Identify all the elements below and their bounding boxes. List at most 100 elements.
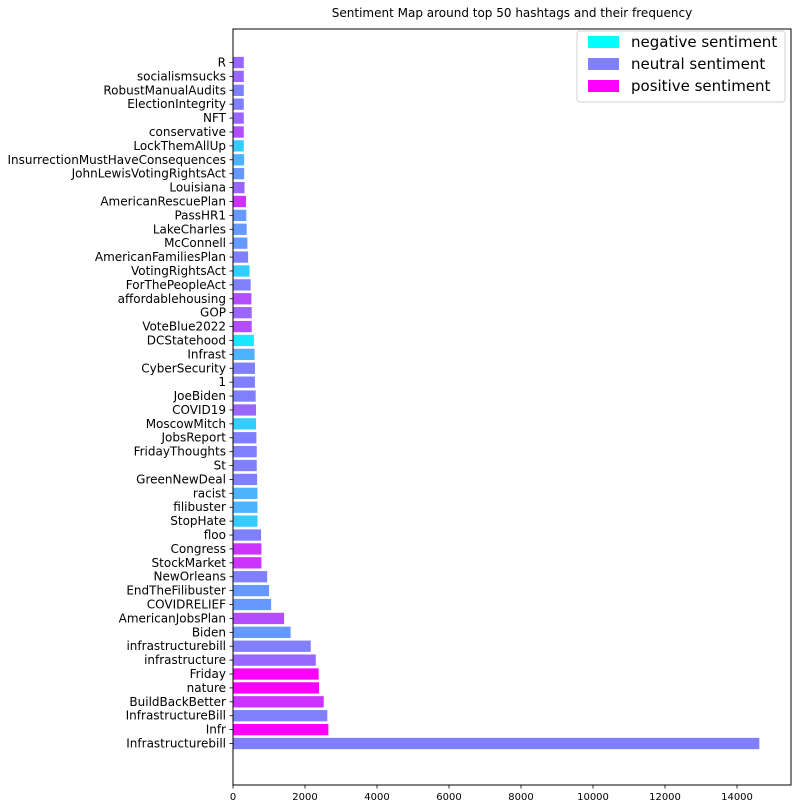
y-tick-label-6: infrastructure [144, 653, 226, 667]
y-tick-label-49: R [218, 56, 226, 70]
legend-swatch-1 [588, 58, 619, 70]
y-tick-label-15: floo [204, 528, 226, 542]
bar-23 [233, 418, 257, 430]
bar-14 [233, 543, 262, 555]
legend-box [576, 30, 786, 103]
y-tick-label-17: filibuster [173, 500, 226, 514]
bar-43 [233, 140, 244, 152]
bar-5 [233, 668, 319, 680]
bar-44 [233, 126, 244, 138]
bar-21 [233, 445, 257, 458]
x-tick-label-7: 14000 [721, 792, 753, 803]
y-tick-label-33: ForThePeopleAct [126, 278, 227, 292]
bar-8 [233, 626, 291, 638]
y-tick-label-28: Infrast [187, 347, 226, 361]
x-tick-label-0: 0 [230, 792, 236, 803]
y-tick-label-13: StockMarket [152, 556, 227, 570]
y-tick-label-25: JoeBiden [173, 389, 226, 403]
legend-swatch-2 [588, 80, 619, 92]
y-tick-label-16: StopHate [170, 514, 226, 528]
bar-26 [233, 376, 255, 388]
bar-37 [233, 223, 247, 235]
y-tick-label-47: RobustManualAudits [103, 83, 226, 97]
y-tick-label-34: VotingRightsAct [131, 264, 226, 278]
bar-28 [233, 348, 255, 361]
x-tick-label-5: 10000 [577, 792, 609, 803]
y-tick-label-23: MoscowMitch [146, 417, 226, 431]
legend-swatch-0 [588, 36, 619, 48]
x-tick-label-4: 8000 [508, 792, 533, 803]
bar-36 [233, 237, 248, 249]
bar-27 [233, 362, 255, 374]
bar-45 [233, 112, 244, 124]
y-tick-label-39: AmericanRescuePlan [100, 194, 226, 208]
y-tick-label-8: Biden [192, 625, 226, 639]
bar-40 [233, 181, 245, 194]
y-tick-label-24: COVID19 [172, 403, 226, 417]
bar-7 [233, 640, 311, 652]
y-tick-label-12: NewOrleans [154, 570, 226, 584]
bar-48 [233, 70, 244, 83]
bar-16 [233, 515, 258, 527]
bar-33 [233, 279, 251, 291]
x-tick-label-2: 4000 [364, 792, 389, 803]
y-tick-label-29: DCStatehood [147, 333, 226, 347]
bar-17 [233, 501, 258, 513]
bar-41 [233, 168, 245, 180]
bar-46 [233, 98, 244, 110]
chart-title: Sentiment Map around top 50 hashtags and… [332, 6, 692, 20]
y-tick-label-37: LakeCharles [153, 222, 226, 236]
y-tick-label-4: nature [187, 681, 226, 695]
bar-15 [233, 529, 262, 541]
bar-13 [233, 557, 262, 569]
bar-34 [233, 265, 250, 277]
bar-12 [233, 571, 268, 583]
bar-31 [233, 307, 252, 319]
y-tick-label-26: 1 [218, 375, 226, 389]
bar-25 [233, 390, 256, 402]
legend-label-2: positive sentiment [631, 77, 771, 95]
y-tick-label-41: JohnLewisVotingRightsAct [71, 167, 227, 181]
y-tick-labels: InfrastructurebillInfrInfrastructureBill… [7, 56, 233, 751]
y-tick-label-43: LockThemAllUp [133, 139, 226, 153]
y-tick-label-9: AmericanJobsPlan [119, 611, 226, 625]
bar-3 [233, 696, 324, 708]
bar-30 [233, 320, 252, 333]
y-tick-label-2: InfrastructureBill [126, 709, 226, 723]
x-ticks: 0 2000 4000 6000 8000 10000 12000 14000 [230, 785, 753, 803]
bar-6 [233, 654, 316, 666]
y-tick-label-14: Congress [171, 542, 227, 556]
y-tick-label-35: AmericanFamiliesPlan [95, 250, 226, 264]
bar-9 [233, 612, 285, 625]
bar-42 [233, 154, 245, 166]
bar-10 [233, 598, 272, 611]
y-tick-label-44: conservative [149, 125, 226, 139]
bar-38 [233, 209, 247, 222]
y-tick-label-5: Friday [190, 667, 226, 681]
bar-20 [233, 459, 257, 472]
y-tick-label-21: FridayThoughts [134, 445, 226, 459]
y-tick-label-45: NFT [203, 111, 227, 125]
y-tick-label-19: GreenNewDeal [136, 472, 226, 486]
y-tick-label-0: Infrastructurebill [126, 737, 226, 751]
bar-19 [233, 473, 258, 486]
y-tick-label-7: infrastructurebill [126, 639, 226, 653]
y-tick-label-32: affordablehousing [118, 292, 226, 306]
y-tick-label-22: JobsReport [160, 431, 226, 445]
legend-label-1: neutral sentiment [631, 55, 765, 73]
bar-39 [233, 195, 246, 208]
y-tick-label-27: CyberSecurity [141, 361, 226, 375]
y-tick-label-11: EndTheFilibuster [126, 584, 226, 598]
x-tick-label-1: 2000 [292, 792, 317, 803]
bar-2 [233, 710, 328, 722]
bar-11 [233, 584, 269, 597]
bar-49 [233, 56, 244, 69]
y-tick-label-42: InsurrectionMustHaveConsequences [7, 153, 226, 167]
x-tick-label-6: 12000 [649, 792, 681, 803]
plot-frame [232, 28, 792, 786]
bar-0 [233, 737, 760, 750]
y-tick-label-48: socialismsucks [137, 69, 226, 83]
y-tick-label-36: McConnell [164, 236, 226, 250]
